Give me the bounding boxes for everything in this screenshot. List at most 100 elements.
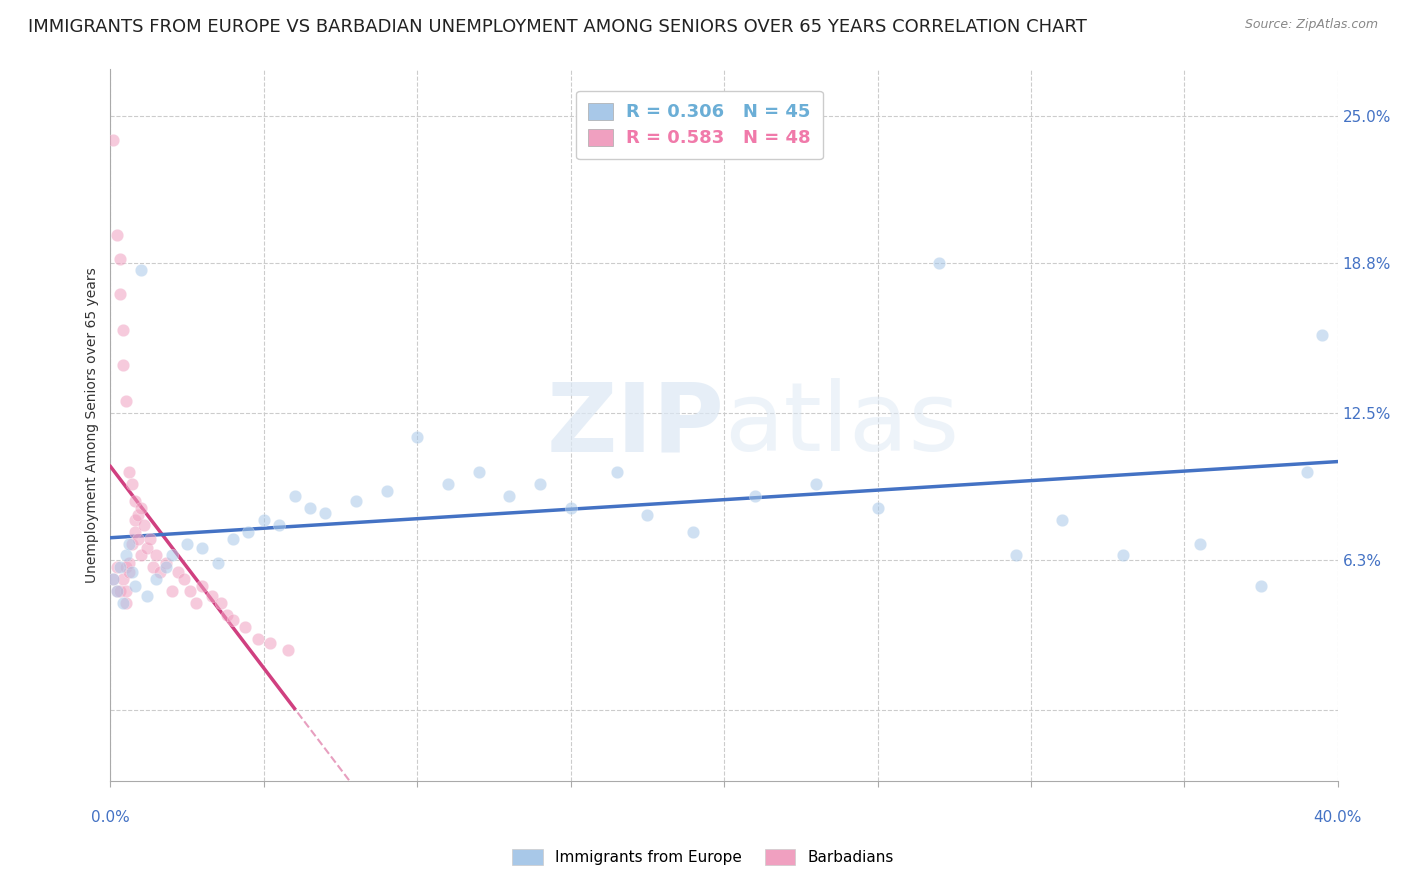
Point [105,584,128,599]
Point [148,565,170,579]
Point [108,560,131,574]
Point [191,579,214,593]
Point [238,524,260,539]
Point [176,536,198,550]
Point [1312,327,1334,342]
Point [114,584,136,599]
Point [103,572,125,586]
Text: atlas: atlas [724,378,959,471]
Point [145,549,167,563]
Point [529,477,551,491]
Point [201,589,224,603]
Point [139,532,162,546]
Point [136,589,159,603]
Point [235,620,257,634]
Point [121,536,143,550]
Point [375,484,398,499]
Point [682,524,704,539]
Point [179,584,201,599]
Point [191,541,214,556]
Point [103,133,125,147]
Point [1188,536,1211,550]
Point [124,493,146,508]
Point [127,508,149,522]
Point [1250,579,1272,593]
Point [222,613,245,627]
Point [114,596,136,610]
Point [108,584,131,599]
Point [314,506,336,520]
Text: IMMIGRANTS FROM EUROPE VS BARBADIAN UNEMPLOYMENT AMONG SENIORS OVER 65 YEARS COR: IMMIGRANTS FROM EUROPE VS BARBADIAN UNEM… [28,18,1087,36]
Point [160,549,183,563]
Point [114,549,136,563]
Text: 0.0%: 0.0% [91,810,129,824]
Point [155,560,177,574]
Point [111,596,134,610]
Point [209,596,232,610]
Point [606,465,628,479]
Point [283,489,305,503]
Point [114,560,136,574]
Point [467,465,489,479]
Text: ZIP: ZIP [546,378,724,471]
Point [560,500,582,515]
Legend: R = 0.306   N = 45, R = 0.583   N = 48: R = 0.306 N = 45, R = 0.583 N = 48 [576,91,823,159]
Point [744,489,766,503]
Point [246,632,269,646]
Point [124,513,146,527]
Point [222,532,245,546]
Point [1004,549,1026,563]
Point [406,430,429,444]
Point [207,556,229,570]
Y-axis label: Unemployment Among Seniors over 65 years: Unemployment Among Seniors over 65 years [86,267,100,582]
Point [259,636,281,650]
Point [121,565,143,579]
Point [118,565,141,579]
Point [928,256,950,270]
Point [173,572,195,586]
Point [111,323,134,337]
Point [129,549,152,563]
Point [277,643,299,657]
Point [105,584,128,599]
Point [1050,513,1073,527]
Point [1296,465,1319,479]
Point [118,465,141,479]
Point [636,508,658,522]
Point [103,572,125,586]
Point [114,394,136,409]
Point [124,579,146,593]
Point [866,500,889,515]
Point [269,517,291,532]
Point [108,252,131,266]
Point [105,560,128,574]
Point [186,596,208,610]
Point [124,524,146,539]
Point [134,517,156,532]
Point [298,500,321,515]
Legend: Immigrants from Europe, Barbadians: Immigrants from Europe, Barbadians [506,843,900,871]
Point [136,541,159,556]
Point [1112,549,1135,563]
Point [108,287,131,301]
Point [121,477,143,491]
Point [253,513,276,527]
Point [498,489,520,503]
Point [344,493,367,508]
Point [105,227,128,242]
Point [167,565,190,579]
Text: 40.0%: 40.0% [1313,810,1362,824]
Point [804,477,827,491]
Point [129,263,152,277]
Point [129,500,152,515]
Point [160,584,183,599]
Point [127,532,149,546]
Point [215,607,238,622]
Point [145,572,167,586]
Point [155,556,177,570]
Point [111,359,134,373]
Text: Source: ZipAtlas.com: Source: ZipAtlas.com [1244,18,1378,31]
Point [118,556,141,570]
Point [111,572,134,586]
Point [118,536,141,550]
